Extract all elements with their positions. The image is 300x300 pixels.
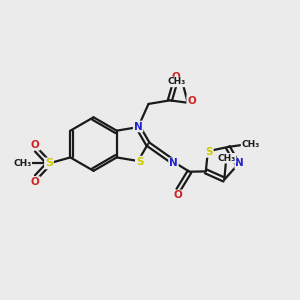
Text: N: N — [235, 158, 244, 168]
Text: S: S — [136, 157, 143, 166]
Text: S: S — [205, 147, 213, 157]
Text: O: O — [31, 140, 40, 150]
Text: CH₃: CH₃ — [168, 77, 186, 86]
Text: O: O — [172, 73, 180, 82]
Text: CH₃: CH₃ — [13, 159, 31, 168]
Text: O: O — [187, 96, 196, 106]
Text: O: O — [31, 177, 40, 187]
Text: CH₃: CH₃ — [217, 154, 236, 163]
Text: N: N — [169, 158, 178, 168]
Text: CH₃: CH₃ — [242, 140, 260, 149]
Text: O: O — [173, 190, 182, 200]
Text: S: S — [45, 158, 53, 168]
Text: N: N — [134, 122, 142, 131]
